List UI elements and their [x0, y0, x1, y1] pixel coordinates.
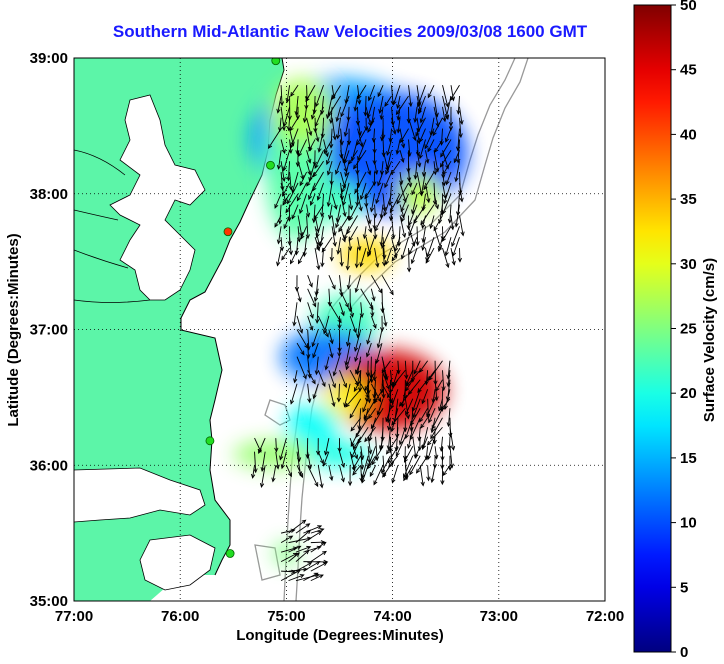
colorbar-tick-label: 45: [680, 62, 697, 79]
colorbar-tick-label: 15: [680, 450, 697, 467]
velocity-arrow: [382, 289, 383, 312]
colorbar-tick-label: 5: [680, 579, 688, 596]
radar-station-marker: [226, 549, 234, 557]
colorbar-tick-label: 0: [680, 644, 688, 659]
y-tick-label: 39:00: [30, 50, 68, 67]
y-tick-label: 36:00: [30, 457, 68, 474]
x-axis-label: Longitude (Degrees:Minutes): [236, 627, 444, 644]
x-tick-labels: 77:00 76:00 75:00 74:00 73:00 72:00: [55, 608, 624, 625]
colorbar-tick-label: 25: [680, 321, 697, 338]
colorbar-label: Surface Velocity (cm/s): [701, 258, 718, 422]
velocity-patch: [270, 78, 334, 146]
velocity-arrow: [365, 96, 366, 116]
radar-station-marker: [206, 437, 214, 445]
colorbar-tick-label: 35: [680, 191, 697, 208]
velocity-arrow: [311, 542, 325, 543]
x-tick-label: 76:00: [161, 608, 199, 625]
x-tick-label: 77:00: [55, 608, 93, 625]
x-tick-label: 72:00: [586, 608, 624, 625]
colorbar-tick-label: 10: [680, 515, 697, 532]
y-axis-label: Latitude (Degrees:Minutes): [5, 233, 22, 426]
chart-title: Southern Mid-Atlantic Raw Velocities 200…: [60, 22, 640, 42]
y-tick-labels: 35:00 36:00 37:00 38:00 39:00: [30, 50, 68, 610]
y-tick-label: 38:00: [30, 186, 68, 203]
colorbar-tick-label: 40: [680, 126, 697, 143]
x-tick-label: 74:00: [373, 608, 411, 625]
colorbar-ticks: 0 5 10 15 20 25 30 35 40 45 50: [671, 0, 697, 659]
velocity-patch: [286, 404, 339, 445]
radar-station-marker: [266, 161, 274, 169]
velocity-arrow: [449, 437, 450, 449]
colorbar-tick-label: 30: [680, 256, 697, 273]
x-tick-label: 73:00: [480, 608, 518, 625]
x-tick-label: 75:00: [267, 608, 305, 625]
y-tick-label: 37:00: [30, 322, 68, 339]
radar-station-marker: [224, 228, 232, 236]
colorbar: [634, 5, 671, 652]
colorbar-tick-label: 20: [680, 385, 697, 402]
y-tick-label: 35:00: [30, 593, 68, 610]
colorbar-tick-label: 50: [680, 0, 697, 14]
